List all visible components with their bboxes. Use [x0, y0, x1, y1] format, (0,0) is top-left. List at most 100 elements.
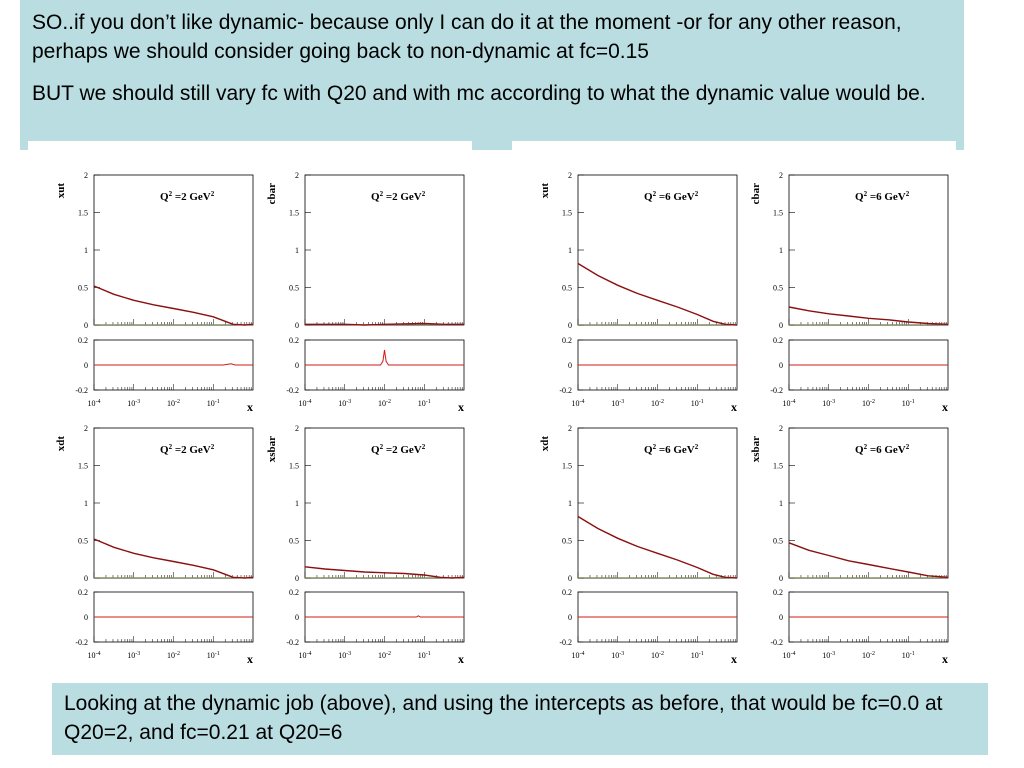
- ratio-plot-frame: [788, 339, 949, 391]
- main-plot-frame: [788, 427, 949, 579]
- y-tick-label: 1.5: [289, 462, 299, 471]
- y-tick-label: 0: [295, 321, 299, 330]
- main-plot-frame: [93, 174, 254, 326]
- y-tick-label: 1: [779, 499, 783, 508]
- y-tick-label: 2: [568, 171, 572, 180]
- x-tick-label: 10-1: [902, 651, 915, 660]
- y-tick-label: 2: [779, 424, 783, 433]
- x-axis-label: x: [458, 400, 464, 414]
- y-tick-label: 1: [568, 246, 572, 255]
- ratio-plot-frame: [577, 339, 738, 391]
- y-axis-label: cbar: [266, 183, 278, 205]
- figure-strip-left: [28, 141, 472, 153]
- x-tick-label: 10-4: [572, 399, 585, 408]
- x-tick-label: 10-3: [822, 399, 835, 408]
- chart-8-xsbar: 2 1.5 1 0.5 0 0.2 0 -0.210-4 10-3 10-2 10-1 x xsbar Q…: [750, 424, 949, 666]
- y-tick-label: 1.5: [773, 462, 783, 471]
- ratio-tick-label: 0: [295, 613, 299, 622]
- pdf-curve: [93, 538, 254, 579]
- panel-label: Q2 =2 GeV2: [371, 443, 426, 456]
- ratio-tick-label: -0.2: [286, 386, 299, 395]
- ratio-curve: [94, 363, 253, 366]
- ratio-plot-frame: [788, 591, 949, 643]
- y-tick-label: 1.5: [562, 462, 572, 471]
- y-tick-label: 2: [295, 424, 299, 433]
- ratio-curve: [305, 349, 464, 366]
- x-tick-label: 10-1: [691, 399, 704, 408]
- ratio-tick-label: 0.2: [78, 588, 88, 597]
- pdf-curve: [788, 306, 949, 325]
- chart-7-xdt: 2 1.5 1 0.5 0 0.2 0 -0.210-4 10-3 10-2 10-1 x xdt Q2 …: [539, 424, 738, 666]
- x-tick-label: 10-2: [651, 399, 664, 408]
- pdf-curve: [788, 542, 949, 578]
- y-tick-label: 0.5: [289, 284, 299, 293]
- y-tick-label: 0.5: [773, 537, 783, 546]
- panel-label: Q2 =6 GeV2: [855, 443, 910, 456]
- y-tick-label: 0.5: [289, 537, 299, 546]
- ratio-tick-label: -0.2: [770, 386, 783, 395]
- ratio-tick-label: 0: [779, 613, 783, 622]
- panel-label: Q2 =6 GeV2: [644, 190, 699, 203]
- main-plot-frame: [577, 427, 738, 579]
- y-axis-label: xsbar: [266, 436, 278, 462]
- y-tick-label: 0: [779, 321, 783, 330]
- ratio-tick-label: 0: [295, 361, 299, 370]
- x-tick-label: 10-4: [88, 651, 101, 660]
- ratio-plot-frame: [304, 591, 465, 643]
- x-tick-label: 10-1: [691, 651, 704, 660]
- y-tick-label: 1: [84, 246, 88, 255]
- main-plot-frame: [93, 427, 254, 579]
- x-tick-label: 10-3: [611, 651, 624, 660]
- panel-label: Q2 =6 GeV2: [644, 443, 699, 456]
- x-tick-label: 10-3: [338, 651, 351, 660]
- ratio-tick-label: 0.2: [562, 336, 572, 345]
- pdf-curve: [304, 566, 465, 579]
- y-tick-label: 0: [84, 574, 88, 583]
- y-tick-label: 1.5: [78, 209, 88, 218]
- ratio-tick-label: 0.2: [773, 588, 783, 597]
- x-axis-label: x: [247, 400, 253, 414]
- y-axis-label: xsbar: [750, 436, 762, 462]
- main-plot-frame: [304, 174, 465, 326]
- bottom-paragraph: Looking at the dynamic job (above), and …: [64, 692, 943, 744]
- ratio-tick-label: 0: [84, 361, 88, 370]
- y-tick-label: 1.5: [289, 209, 299, 218]
- y-tick-label: 0: [568, 321, 572, 330]
- y-axis-label: xut: [539, 183, 551, 199]
- ratio-curve: [305, 615, 464, 618]
- ratio-plot-frame: [304, 339, 465, 391]
- x-tick-label: 10-4: [572, 651, 585, 660]
- y-tick-label: 0: [568, 574, 572, 583]
- ratio-tick-label: -0.2: [75, 386, 88, 395]
- y-tick-label: 2: [295, 171, 299, 180]
- y-tick-label: 0.5: [562, 284, 572, 293]
- y-tick-label: 0: [84, 321, 88, 330]
- pdf-curve: [305, 322, 464, 326]
- pdf-curve: [93, 285, 254, 326]
- top-paragraph-1: SO..if you don’t like dynamic- because o…: [32, 11, 902, 63]
- ratio-tick-label: -0.2: [286, 638, 299, 647]
- main-plot-frame: [304, 427, 465, 579]
- x-tick-label: 10-3: [822, 651, 835, 660]
- chart-3-xut: 2 1.5 1 0.5 0 0.2 0 -0.210-4 10-3 10-2 10-1 x xut Q2 …: [539, 171, 738, 414]
- x-tick-label: 10-4: [299, 399, 312, 408]
- x-tick-label: 10-4: [783, 399, 796, 408]
- panel-label: Q2 =6 GeV2: [855, 190, 910, 203]
- x-axis-label: x: [458, 652, 464, 666]
- x-tick-label: 10-4: [88, 399, 101, 408]
- y-axis-label: cbar: [750, 183, 762, 205]
- x-tick-label: 10-3: [611, 399, 624, 408]
- y-tick-label: 1: [84, 499, 88, 508]
- top-paragraph-2: BUT we should still vary fc with Q20 and…: [32, 82, 926, 105]
- ratio-tick-label: -0.2: [770, 638, 783, 647]
- ratio-tick-label: -0.2: [75, 638, 88, 647]
- ratio-plot-frame: [93, 591, 254, 643]
- bottom-text-box: Looking at the dynamic job (above), and …: [52, 683, 988, 755]
- y-tick-label: 1: [295, 499, 299, 508]
- ratio-plot-frame: [93, 339, 254, 391]
- panel-label: Q2 =2 GeV2: [371, 190, 426, 203]
- chart-6-xsbar: 2 1.5 1 0.5 0 0.2 0 -0.210-4 10-3 10-2 10-1 x xsbar Q…: [266, 424, 465, 666]
- y-axis-label: xdt: [55, 436, 67, 452]
- chart-1-xut: 2 1.5 1 0.5 0 0.2 0 -0.210-4 10-3 10-2 10-1 x xut Q2 …: [55, 171, 254, 414]
- y-tick-label: 0: [295, 574, 299, 583]
